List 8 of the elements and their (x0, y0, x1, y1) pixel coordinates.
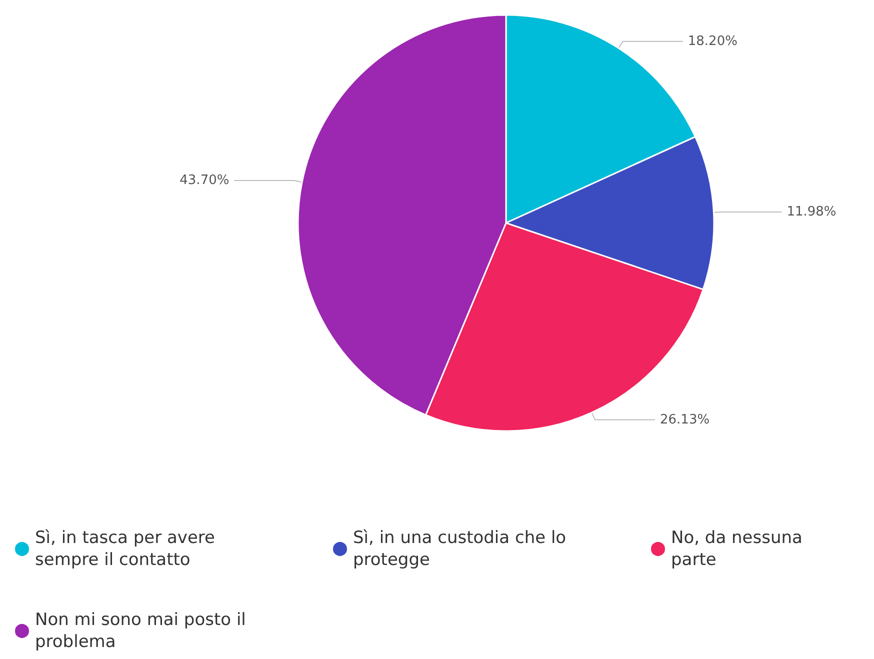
legend-label: Non mi sono mai posto il problema (35, 610, 252, 652)
legend-label: Sì, in una custodia che lo protegge (353, 528, 572, 570)
data-label: 43.70% (180, 173, 230, 188)
legend-label: Sì, in tasca per avere sempre il contatto (35, 528, 220, 570)
data-label: 18.20% (688, 34, 738, 49)
legend-label: No, da nessuna parte (671, 528, 808, 570)
data-label: 11.98% (786, 204, 836, 220)
data-label: 26.13% (660, 412, 710, 428)
